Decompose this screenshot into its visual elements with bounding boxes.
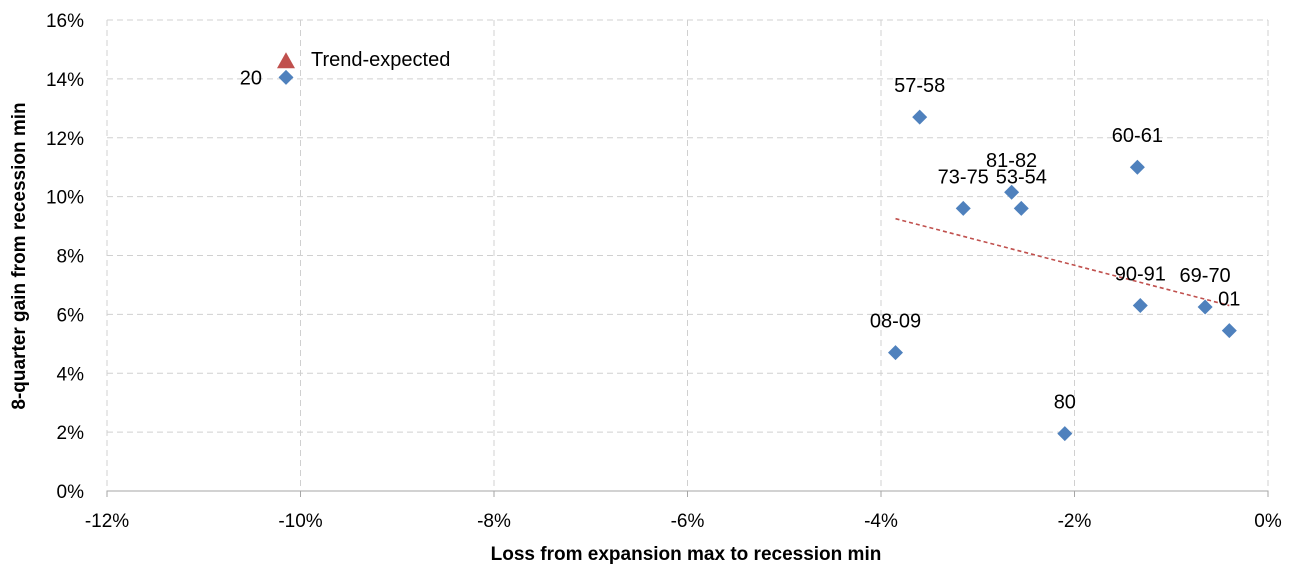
- x-tick-label: 0%: [1254, 511, 1282, 532]
- data-point-08-09: [888, 345, 904, 361]
- point-label-69-70: 69-70: [1180, 265, 1231, 287]
- data-point-73-75: [955, 200, 971, 216]
- point-label-08-09: 08-09: [870, 311, 921, 333]
- y-tick-label: 12%: [46, 129, 84, 150]
- data-point-60-61: [1129, 159, 1145, 175]
- data-point-80: [1057, 426, 1073, 442]
- point-label-53-54: 53-54: [996, 166, 1047, 188]
- points-group: [276, 52, 1237, 442]
- point-label-57-58: 57-58: [894, 75, 945, 97]
- trend-expected-marker: [276, 52, 295, 69]
- trendline: [895, 217, 1230, 307]
- y-tick-label: 0%: [57, 482, 85, 503]
- data-point-20: [278, 69, 294, 85]
- tick-labels-group: 0% 2% 4% 6% 8% 10% 12% 14% 16% -12% -10% -8% -6% -4% -…: [46, 11, 1282, 532]
- y-tick-label: 6%: [57, 305, 85, 326]
- y-tick-label: 10%: [46, 188, 84, 209]
- data-point-90-91: [1132, 298, 1148, 314]
- y-tick-label: 4%: [57, 364, 85, 385]
- point-label-60-61: 60-61: [1112, 125, 1163, 147]
- grid: [106, 19, 1269, 497]
- data-point-69-70: [1197, 299, 1213, 315]
- trend-expected-label: Trend-expected: [311, 49, 450, 71]
- data-point-57-58: [912, 109, 928, 125]
- data-point-01: [1221, 323, 1237, 339]
- y-tick-label: 16%: [46, 11, 84, 32]
- point-label-01: 01: [1218, 289, 1240, 311]
- point-label-80: 80: [1054, 392, 1076, 414]
- data-point-81-82: [1004, 184, 1020, 200]
- point-label-20: 20: [240, 67, 262, 89]
- trendline-group: [895, 217, 1230, 307]
- data-point-53-54: [1013, 200, 1029, 216]
- point-label-73-75: 73-75: [938, 166, 989, 188]
- y-axis-title: 8-quarter gain from recession min: [9, 102, 30, 409]
- x-axis-title: Loss from expansion max to recession min: [491, 544, 882, 565]
- x-tick-label: -2%: [1058, 511, 1092, 532]
- x-tick-label: -12%: [85, 511, 129, 532]
- y-tick-label: 8%: [57, 247, 85, 268]
- y-tick-label: 2%: [57, 423, 85, 444]
- point-label-90-91: 90-91: [1115, 264, 1166, 286]
- x-tick-label: -8%: [477, 511, 511, 532]
- x-tick-label: -6%: [671, 511, 705, 532]
- x-tick-label: -10%: [278, 511, 322, 532]
- y-tick-label: 14%: [46, 70, 84, 91]
- x-tick-label: -4%: [864, 511, 898, 532]
- point-label-81-82: 81-82: [986, 150, 1037, 172]
